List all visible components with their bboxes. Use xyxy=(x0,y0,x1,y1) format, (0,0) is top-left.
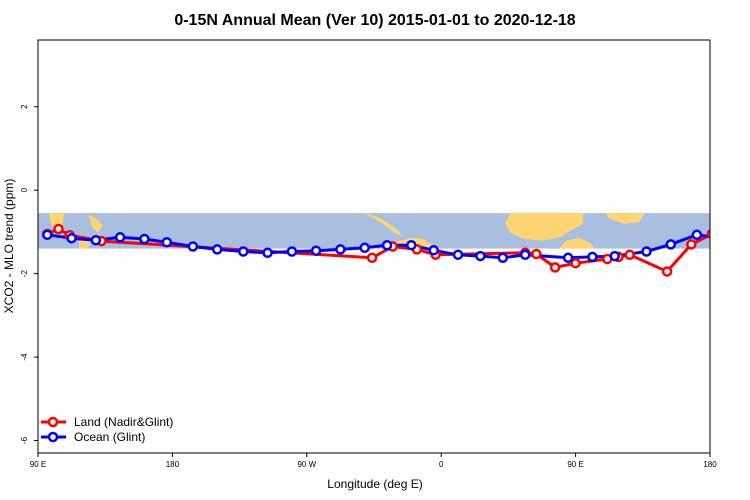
x-axis: 90 E 180 90 W 0 90 E 180 xyxy=(30,453,717,469)
data-point-ocean xyxy=(286,246,298,257)
data-point-land xyxy=(531,248,542,260)
y-tick-label: -4 xyxy=(20,353,29,361)
y-tick-label: 0 xyxy=(20,187,29,192)
data-point-ocean xyxy=(161,237,173,248)
data-point-ocean xyxy=(497,252,509,264)
x-tick-label: 90 E xyxy=(30,460,46,469)
data-point-ocean xyxy=(139,233,150,245)
data-point-ocean xyxy=(609,250,621,262)
data-point-ocean xyxy=(381,239,393,251)
data-point-ocean xyxy=(114,232,126,243)
y-axis: 2 0 -2 -4 -6 xyxy=(20,104,38,444)
y-tick-label: -2 xyxy=(20,269,29,277)
land-central-america xyxy=(362,213,402,237)
data-point-ocean xyxy=(187,241,199,252)
data-point-ocean xyxy=(562,252,574,264)
data-point-land xyxy=(570,257,581,269)
data-point-land xyxy=(686,239,697,250)
data-point-ocean xyxy=(519,249,531,261)
data-point-ocean xyxy=(262,247,273,259)
land-africa-south xyxy=(558,237,595,249)
x-tick-label: 90 E xyxy=(567,460,583,469)
land-philippines xyxy=(88,214,104,233)
data-point-ocean xyxy=(359,242,370,254)
data-point-land xyxy=(53,223,64,235)
data-point-ocean xyxy=(691,229,703,241)
data-point-ocean xyxy=(42,229,53,241)
data-point-ocean xyxy=(452,249,464,261)
data-point-land xyxy=(624,249,635,261)
legend-label-land: Land (Nadir&Glint) xyxy=(74,415,173,429)
data-point-land xyxy=(738,231,746,239)
land-sri-lanka xyxy=(746,234,750,241)
data-point-ocean xyxy=(238,246,249,257)
legend-entry-land: Land (Nadir&Glint) xyxy=(41,415,173,429)
data-point-ocean xyxy=(428,245,439,256)
data-point-ocean xyxy=(475,250,486,262)
data-point-ocean xyxy=(310,245,322,256)
data-point-ocean xyxy=(335,244,346,255)
data-point-ocean xyxy=(587,251,598,263)
data-point-land xyxy=(661,266,673,277)
data-point-ocean xyxy=(665,239,677,250)
land-arabia xyxy=(605,213,645,224)
x-tick-label: 180 xyxy=(166,460,180,469)
x-tick-label: 0 xyxy=(439,460,444,469)
data-point-land xyxy=(549,262,561,273)
data-point-ocean xyxy=(211,244,223,255)
legend: Land (Nadir&Glint) Ocean (Glint) xyxy=(41,415,173,444)
chart-title: 0-15N Annual Mean (Ver 10) 2015-01-01 to… xyxy=(174,12,575,29)
x-tick-label: 90 W xyxy=(297,460,316,469)
data-point-ocean xyxy=(742,236,750,244)
series-layer xyxy=(42,223,750,277)
data-point-ocean xyxy=(641,246,652,257)
land-africa xyxy=(504,213,584,241)
legend-entry-ocean: Ocean (Glint) xyxy=(41,430,145,444)
y-tick-label: -6 xyxy=(20,436,29,444)
data-point-land xyxy=(725,225,733,233)
data-point-land xyxy=(366,252,378,264)
land-india xyxy=(725,213,746,227)
x-tick-label: 180 xyxy=(703,460,717,469)
data-point-ocean xyxy=(90,234,102,246)
data-point-ocean xyxy=(66,232,77,244)
y-tick-label: 2 xyxy=(20,104,29,109)
data-point-ocean xyxy=(717,234,725,242)
x-axis-label: Longitude (deg E) xyxy=(327,477,422,491)
legend-label-ocean: Ocean (Glint) xyxy=(74,430,145,444)
y-axis-label: XCO2 - MLO trend (ppm) xyxy=(2,179,16,314)
land-shapes xyxy=(49,213,750,249)
plot-frame xyxy=(37,39,711,454)
data-point-ocean xyxy=(406,239,417,251)
data-point-land xyxy=(706,229,710,239)
